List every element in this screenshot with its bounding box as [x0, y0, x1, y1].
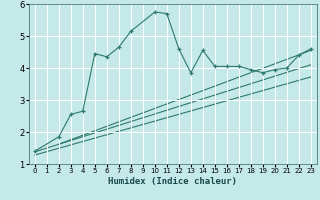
X-axis label: Humidex (Indice chaleur): Humidex (Indice chaleur): [108, 177, 237, 186]
